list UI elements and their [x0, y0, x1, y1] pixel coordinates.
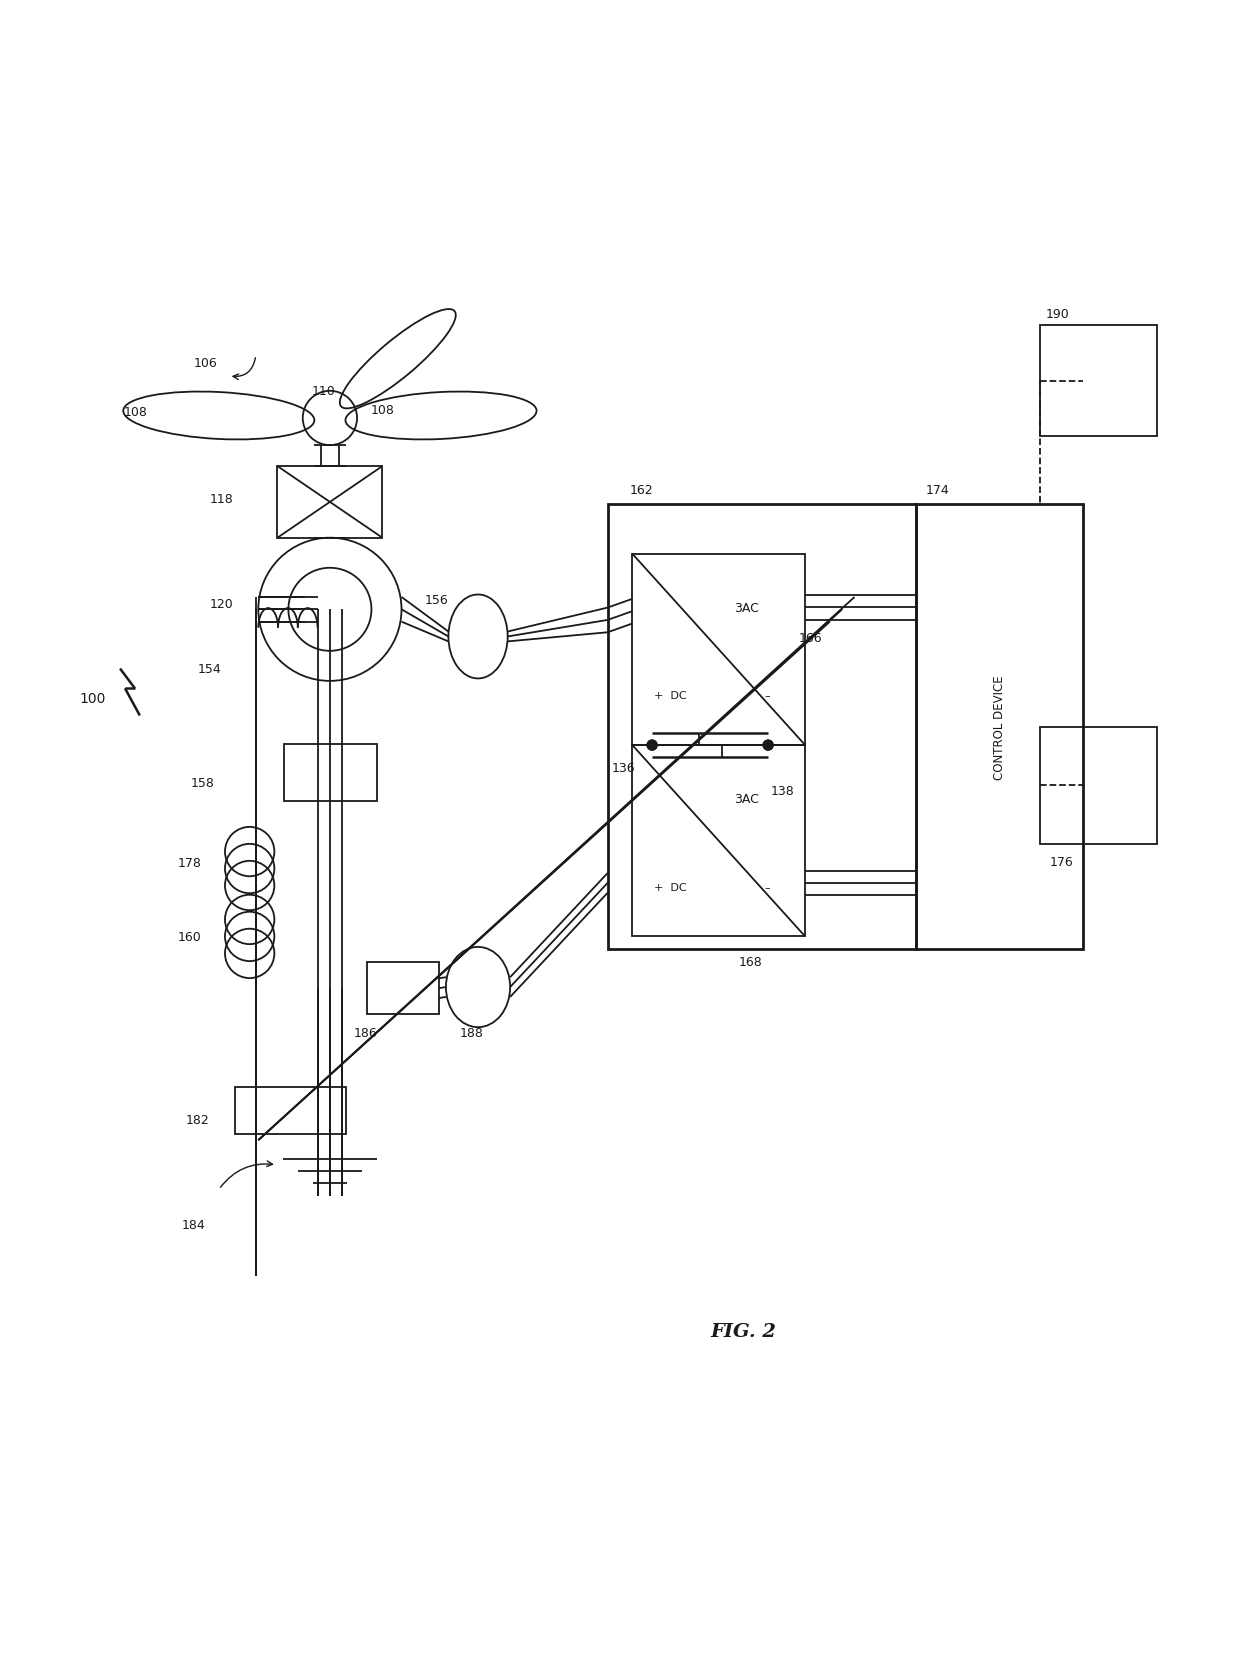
- Circle shape: [763, 740, 773, 750]
- Text: 158: 158: [191, 775, 215, 789]
- Text: 178: 178: [179, 857, 202, 869]
- Text: 3AC: 3AC: [734, 601, 759, 614]
- Text: 160: 160: [179, 930, 202, 943]
- Text: 162: 162: [630, 484, 653, 498]
- Text: 156: 156: [425, 594, 449, 607]
- Text: –: –: [764, 691, 770, 701]
- Text: 100: 100: [79, 692, 105, 706]
- Text: 106: 106: [195, 356, 218, 369]
- Text: 138: 138: [770, 785, 795, 797]
- Text: 120: 120: [210, 597, 234, 611]
- Circle shape: [647, 740, 657, 750]
- Circle shape: [647, 740, 657, 750]
- Text: 190: 190: [1045, 308, 1070, 321]
- Text: 166: 166: [799, 632, 822, 646]
- Text: 182: 182: [186, 1113, 210, 1127]
- Text: 174: 174: [926, 484, 950, 498]
- Text: 3AC: 3AC: [734, 792, 759, 805]
- Text: 108: 108: [371, 404, 394, 416]
- Text: CONTROL DEVICE: CONTROL DEVICE: [993, 676, 1006, 779]
- Text: –: –: [764, 882, 770, 892]
- Text: 176: 176: [1049, 855, 1074, 869]
- Text: 186: 186: [353, 1027, 377, 1040]
- Text: 110: 110: [311, 384, 335, 398]
- Text: 184: 184: [182, 1218, 206, 1231]
- Text: 168: 168: [739, 955, 763, 968]
- Text: 154: 154: [198, 662, 222, 676]
- Text: +  DC: + DC: [653, 882, 687, 892]
- Text: 136: 136: [611, 762, 635, 774]
- Text: FIG. 2: FIG. 2: [711, 1323, 776, 1341]
- Circle shape: [763, 740, 773, 750]
- Text: +  DC: + DC: [653, 691, 687, 701]
- Text: 108: 108: [124, 406, 148, 419]
- Text: 188: 188: [460, 1027, 484, 1040]
- Text: 118: 118: [210, 493, 234, 506]
